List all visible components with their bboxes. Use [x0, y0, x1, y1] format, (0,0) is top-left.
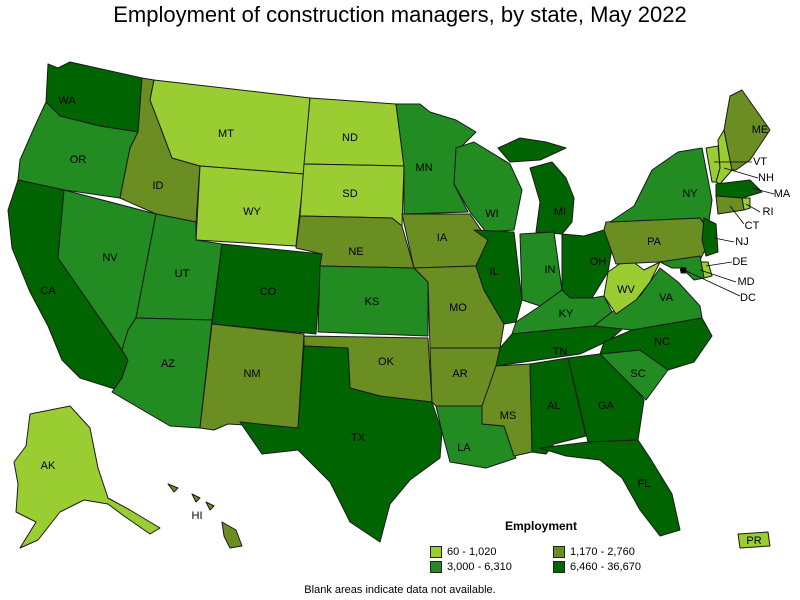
state-label-ar: AR: [452, 368, 467, 380]
state-label-pa: PA: [647, 236, 662, 248]
state-label-nj: NJ: [735, 236, 748, 248]
state-label-vt: VT: [753, 156, 767, 168]
legend-title: Employment: [505, 519, 578, 533]
state-mi: [497, 137, 575, 235]
state-label-ri: RI: [763, 206, 774, 218]
state-label-mt: MT: [218, 128, 234, 140]
legend-swatch-4: [553, 561, 565, 573]
state-ct: [715, 195, 745, 215]
state-label-ny: NY: [682, 188, 698, 200]
state-label-mi: MI: [554, 206, 566, 218]
state-label-nv: NV: [102, 252, 118, 264]
state-label-pr: PR: [746, 535, 761, 547]
state-label-co: CO: [260, 286, 277, 298]
state-label-ak: AK: [41, 460, 56, 472]
state-co: [211, 243, 323, 335]
state-label-ct: CT: [745, 220, 760, 232]
callout-line-nj: [713, 237, 735, 243]
state-label-tx: TX: [351, 432, 366, 444]
state-az: [111, 317, 213, 429]
legend-swatch-1: [430, 546, 442, 558]
state-label-or: OR: [70, 154, 87, 166]
state-hi: [167, 483, 243, 549]
callout-line-nh: [723, 167, 759, 179]
state-label-ok: OK: [378, 356, 395, 368]
legend-label-2: 1,170 - 2,760: [570, 546, 635, 558]
state-ks: [317, 265, 429, 337]
state-label-mn: MN: [415, 162, 432, 174]
state-label-md: MD: [737, 276, 754, 288]
state-label-oh: OH: [590, 256, 607, 268]
legend-label-3: 3,000 - 6,310: [447, 561, 512, 573]
state-label-ca: CA: [40, 285, 56, 297]
callout-line-md: [699, 269, 737, 283]
state-label-ky: KY: [559, 308, 574, 320]
state-label-hi: HI: [192, 510, 203, 522]
state-tn: [495, 323, 629, 367]
footnote: Blank areas indicate data not available.: [304, 584, 496, 596]
state-label-de: DE: [732, 256, 747, 268]
callout-line-ri: [745, 203, 761, 213]
callout-line-dc: [683, 269, 741, 297]
legend-swatch-2: [553, 546, 565, 558]
state-label-nc: NC: [654, 336, 670, 348]
state-pr: [737, 531, 771, 549]
state-label-fl: FL: [638, 478, 651, 490]
state-fl: [539, 439, 681, 537]
state-label-wv: WV: [617, 284, 635, 296]
legend-item-1: 60 - 1,020: [430, 546, 497, 558]
legend-label-1: 60 - 1,020: [447, 546, 497, 558]
state-label-az: AZ: [161, 358, 175, 370]
map-title: Employment of construction managers, by …: [113, 2, 687, 27]
state-label-me: ME: [752, 124, 769, 136]
state-label-mo: MO: [449, 302, 467, 314]
state-label-ut: UT: [175, 268, 190, 280]
state-label-tn: TN: [553, 346, 568, 358]
state-label-ne: NE: [348, 246, 363, 258]
state-label-wy: WY: [243, 206, 261, 218]
state-nm: [199, 323, 305, 431]
legend-item-2: 1,170 - 2,760: [553, 546, 635, 558]
state-label-ia: IA: [437, 232, 448, 244]
state-label-sd: SD: [342, 188, 357, 200]
state-ny: [609, 147, 713, 229]
state-ma: [715, 179, 763, 199]
legend-item-3: 3,000 - 6,310: [430, 561, 512, 573]
dc-marker: [680, 267, 686, 273]
callout-line-de: [705, 261, 733, 267]
state-label-nm: NM: [243, 368, 260, 380]
state-label-id: ID: [153, 180, 164, 192]
state-label-ma: MA: [774, 188, 791, 200]
legend-label-4: 6,460 - 36,670: [570, 561, 641, 573]
state-me: [723, 89, 771, 171]
state-ak: [13, 405, 161, 549]
legend-item-4: 6,460 - 36,670: [553, 561, 641, 573]
state-label-ga: GA: [598, 400, 615, 412]
callout-line-ma: [751, 187, 775, 195]
state-label-la: LA: [457, 442, 471, 454]
state-label-wa: WA: [58, 95, 76, 107]
state-label-dc: DC: [740, 292, 756, 304]
state-label-nd: ND: [342, 132, 358, 144]
legend-swatch-3: [430, 561, 442, 573]
state-label-wi: WI: [485, 208, 498, 220]
callout-line-ct: [729, 205, 745, 225]
state-label-il: IL: [489, 266, 498, 278]
state-label-va: VA: [659, 292, 674, 304]
state-label-al: AL: [547, 400, 560, 412]
state-label-nh: NH: [758, 172, 774, 184]
state-label-ks: KS: [365, 296, 380, 308]
state-wi: [453, 141, 523, 233]
state-tx: [239, 345, 443, 543]
state-label-sc: SC: [630, 368, 645, 380]
state-label-in: IN: [545, 264, 556, 276]
state-label-ms: MS: [500, 410, 517, 422]
state-nj: [701, 217, 719, 257]
state-il: [473, 229, 523, 325]
